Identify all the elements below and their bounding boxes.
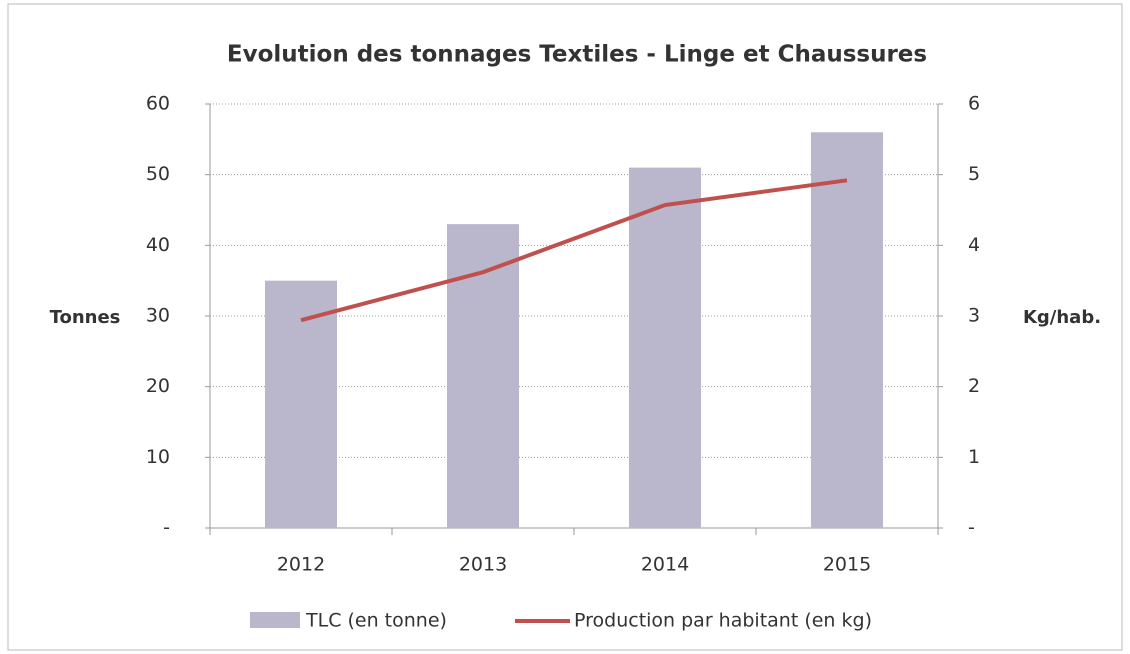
y-tick-label: 50 (146, 163, 170, 185)
x-tick-label: 2015 (823, 554, 871, 576)
y2-tick-label: 5 (968, 163, 980, 185)
legend-label: Production par habitant (en kg) (574, 610, 872, 632)
y2-tick-label: 4 (968, 234, 980, 256)
chart-frame (7, 3, 1123, 651)
y-tick-label: 20 (146, 375, 170, 397)
y2-tick-label: 2 (968, 375, 980, 397)
y-tick-label: 30 (146, 305, 170, 327)
y2-axis-label: Kg/hab. (1023, 307, 1101, 328)
y2-tick-label: - (968, 517, 975, 539)
y-tick-label: - (163, 517, 170, 539)
y2-tick-label: 6 (968, 93, 980, 115)
legend-label: TLC (en tonne) (305, 610, 447, 632)
y-tick-label: 40 (146, 234, 170, 256)
x-tick-label: 2012 (277, 554, 325, 576)
x-tick-label: 2014 (641, 554, 689, 576)
bar (447, 224, 519, 528)
x-tick-label: 2013 (459, 554, 507, 576)
bar (265, 280, 337, 528)
y-tick-label: 60 (146, 93, 170, 115)
legend-swatch (250, 612, 300, 628)
bar (811, 132, 883, 528)
y2-tick-label: 1 (968, 446, 980, 468)
y2-tick-label: 3 (968, 305, 980, 327)
bar (629, 167, 701, 528)
chart-title: Evolution des tonnages Textiles - Linge … (227, 42, 927, 68)
y-axis-label: Tonnes (50, 307, 121, 328)
line (300, 178, 848, 323)
y-tick-label: 10 (146, 446, 170, 468)
